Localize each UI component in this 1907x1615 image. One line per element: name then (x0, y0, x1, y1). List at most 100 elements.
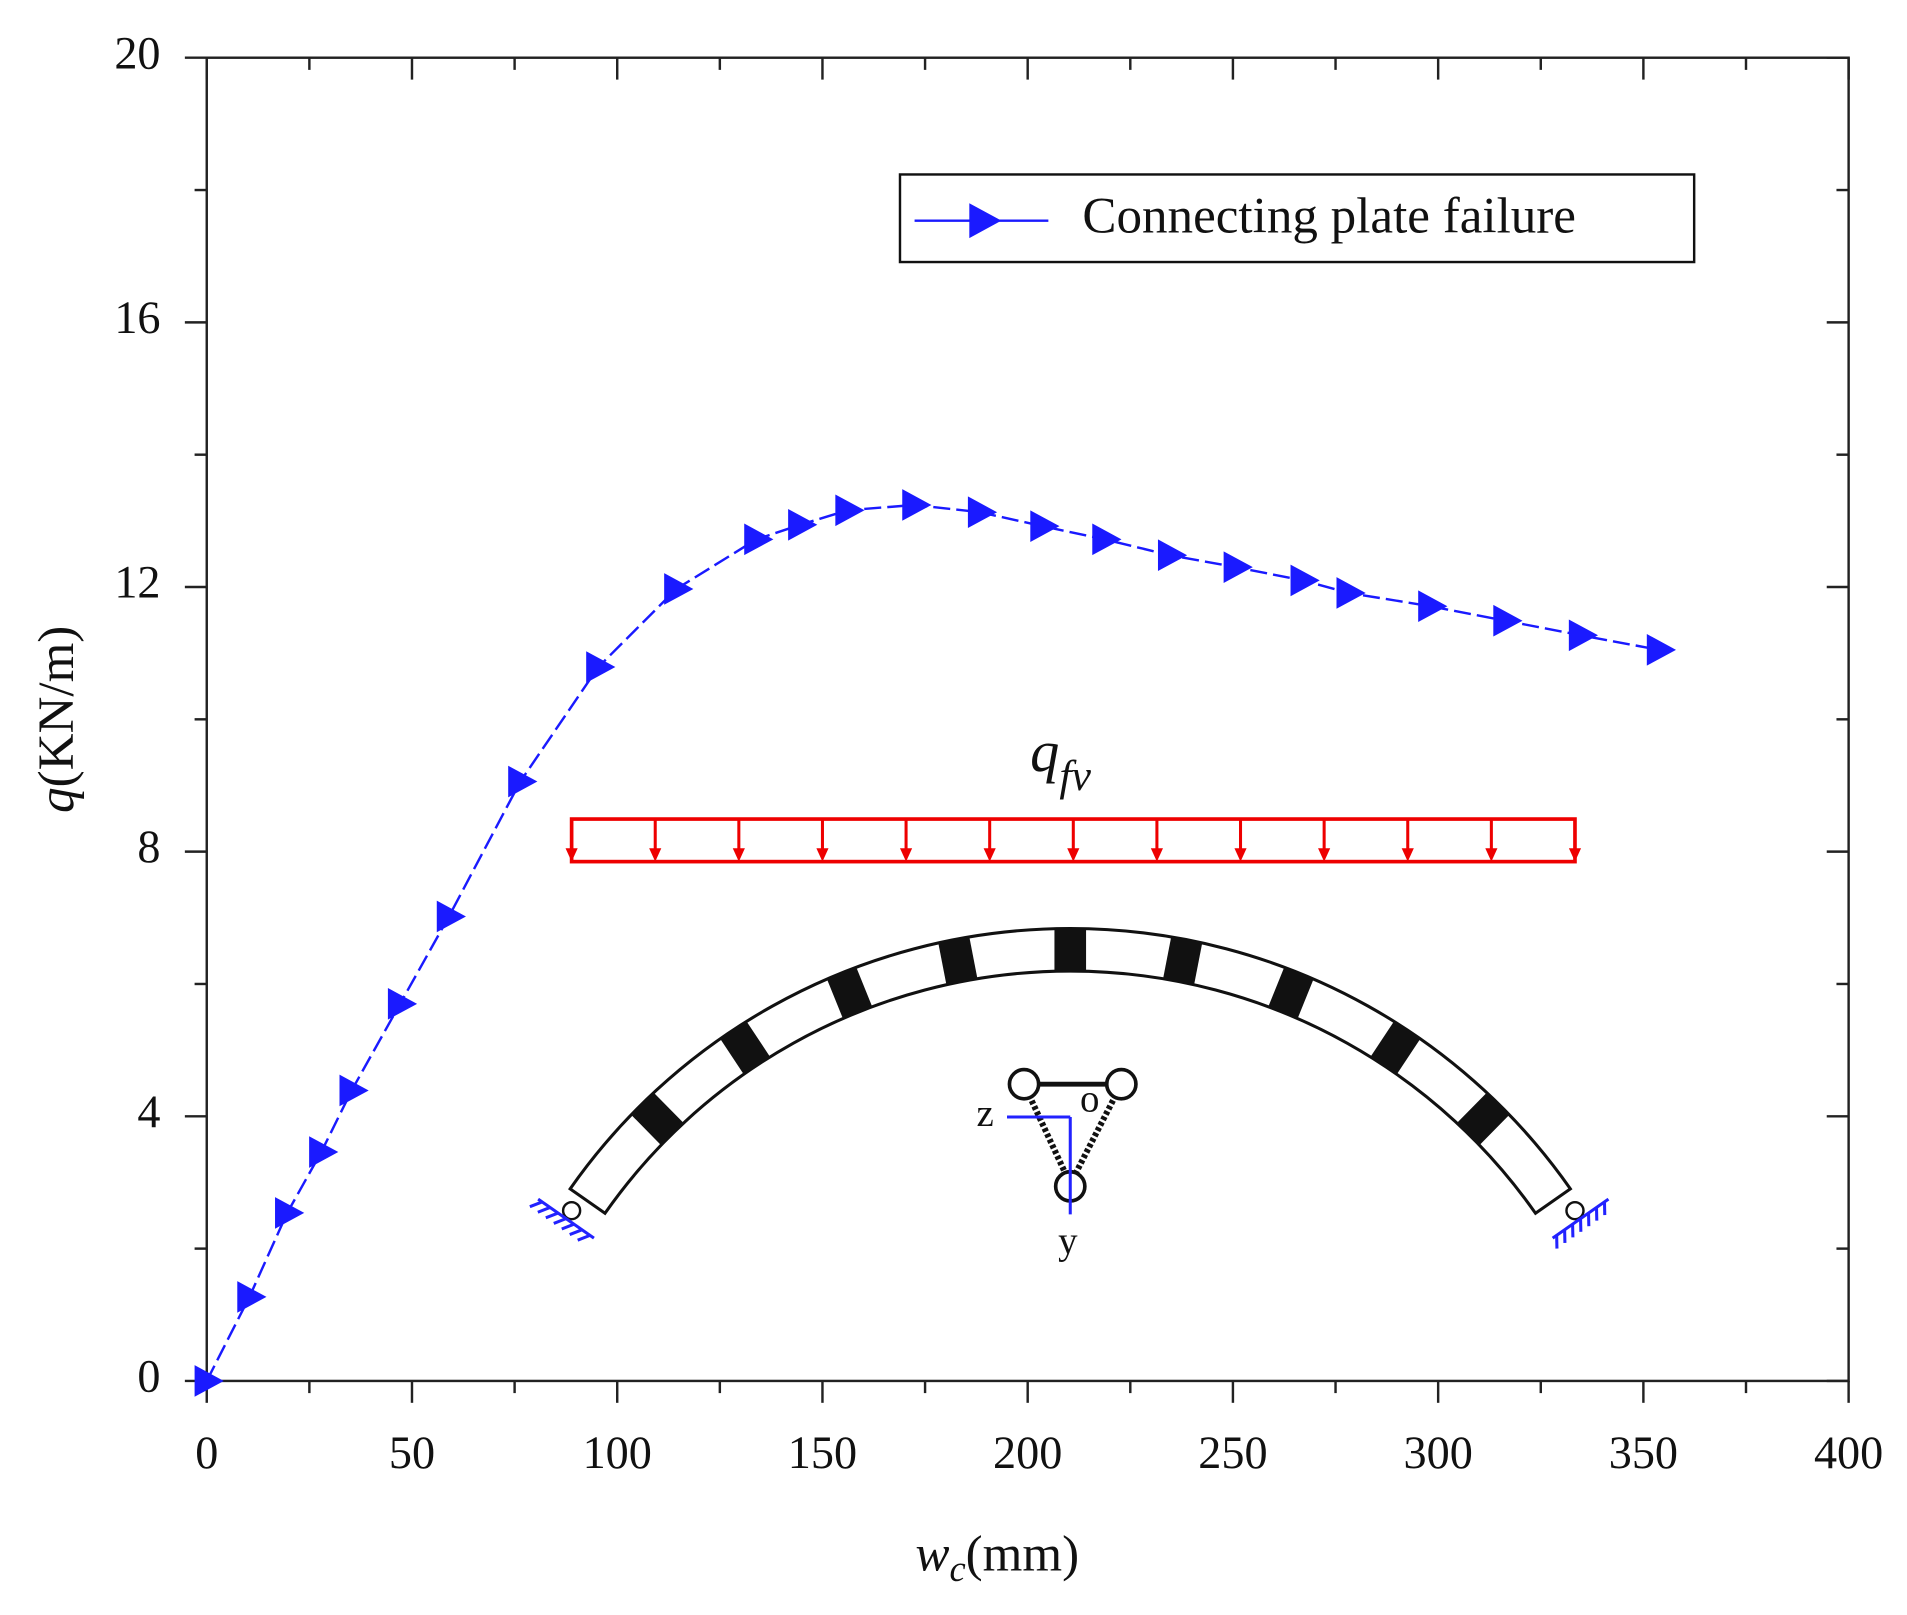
support-hatch (1571, 1224, 1575, 1238)
marker (664, 573, 694, 605)
marker (436, 900, 466, 933)
y-tick-label: 0 (137, 1351, 160, 1402)
support-base (529, 1197, 595, 1242)
support-base (1551, 1197, 1610, 1249)
marker (1493, 604, 1523, 637)
support (1565, 1200, 1585, 1221)
x-label-symbol: w (915, 1525, 949, 1582)
support (561, 1200, 582, 1221)
x-tick-label: 400 (1814, 1427, 1883, 1478)
marker (586, 651, 616, 683)
marker (1290, 564, 1320, 597)
support-hatch (529, 1200, 543, 1209)
y-label-symbol: q (28, 787, 85, 813)
arch-joint (1162, 936, 1203, 986)
marker (1646, 634, 1677, 666)
arch-joint (1054, 927, 1087, 972)
marker (275, 1197, 305, 1229)
axis-z: z (976, 1092, 993, 1135)
marker (1157, 539, 1188, 572)
marker (744, 523, 774, 556)
arch-joint (938, 936, 978, 986)
marker (835, 494, 865, 527)
load-arrowhead (899, 848, 913, 862)
arch-joint (1370, 1020, 1421, 1075)
y-tick-label: 20 (114, 27, 160, 78)
load-arrowhead (1067, 848, 1080, 862)
x-tick-label: 300 (1403, 1427, 1472, 1478)
arch-joint (1268, 966, 1314, 1019)
support-hatch (577, 1233, 591, 1242)
marker (788, 509, 818, 541)
y-tick-label: 4 (137, 1086, 160, 1137)
support-hatch (553, 1217, 567, 1225)
load-label: qfv (1030, 720, 1091, 801)
x-tick-label: 350 (1609, 1427, 1678, 1478)
marker (339, 1074, 369, 1107)
arch-diagram: qfv z o y (529, 720, 1610, 1263)
section-side (1067, 1082, 1125, 1186)
load-arrowhead (565, 848, 578, 862)
x-tick-label: 200 (993, 1427, 1062, 1478)
marker (1418, 590, 1448, 623)
marker (194, 1365, 224, 1397)
y-axis-label: q(KN/m) (28, 626, 85, 813)
support-hatch (569, 1228, 583, 1236)
marker (1336, 577, 1366, 609)
support-hatch (561, 1222, 575, 1231)
load-arrowhead (1318, 848, 1331, 862)
load-symbol: q (1030, 720, 1059, 785)
marker (902, 489, 932, 521)
support-hatch (1563, 1229, 1567, 1243)
axis-o: o (1080, 1077, 1099, 1120)
x-axis-label: wc(mm) (915, 1525, 1079, 1589)
support-hatch (537, 1206, 551, 1214)
marker (387, 988, 418, 1020)
support-hatch (545, 1211, 559, 1220)
load-arrowhead (816, 848, 829, 862)
arch-joint (630, 1092, 684, 1146)
marker (309, 1136, 339, 1168)
chord (1104, 1067, 1138, 1101)
load-arrowhead (1234, 848, 1247, 862)
support-hatch (1594, 1207, 1599, 1221)
x-label-unit: (mm) (966, 1525, 1079, 1582)
legend-box (898, 173, 1696, 264)
arch-joint (1456, 1092, 1510, 1146)
marker (1092, 523, 1122, 556)
marker (1223, 551, 1253, 583)
y-label-unit: (KN/m) (28, 626, 85, 788)
y-tick-label: 12 (114, 557, 160, 608)
marker (967, 496, 998, 529)
chord (1007, 1067, 1041, 1101)
arch-joint (826, 966, 873, 1019)
legend-label: Connecting plate failure (1082, 187, 1576, 244)
x-tick-label: 150 (788, 1427, 857, 1478)
load-arrowhead (649, 848, 662, 862)
support-hatch (1587, 1213, 1591, 1227)
x-label-subscript: c (949, 1548, 965, 1589)
arch-joint (719, 1020, 771, 1075)
marker (1568, 619, 1599, 652)
x-tick-label: 250 (1198, 1427, 1267, 1478)
x-tick-label: 0 (195, 1427, 218, 1478)
load-arrowhead (1401, 848, 1414, 862)
marker (237, 1281, 267, 1313)
load-arrowhead (1150, 848, 1163, 862)
load-subscript: fv (1059, 752, 1091, 800)
marker (1030, 510, 1060, 542)
load-arrowhead (1485, 848, 1498, 862)
legend: Connecting plate failure (898, 173, 1696, 264)
legend-marker (969, 203, 1002, 239)
x-tick-label: 100 (583, 1427, 652, 1478)
load-arrowhead (1568, 848, 1582, 862)
section-side (1021, 1082, 1074, 1186)
axis-y: y (1058, 1220, 1078, 1263)
load-arrowhead (732, 848, 745, 862)
y-tick-label: 8 (137, 821, 160, 872)
section-axes (1007, 1115, 1072, 1215)
arch (568, 927, 1573, 1216)
y-tick-label: 16 (114, 292, 160, 343)
